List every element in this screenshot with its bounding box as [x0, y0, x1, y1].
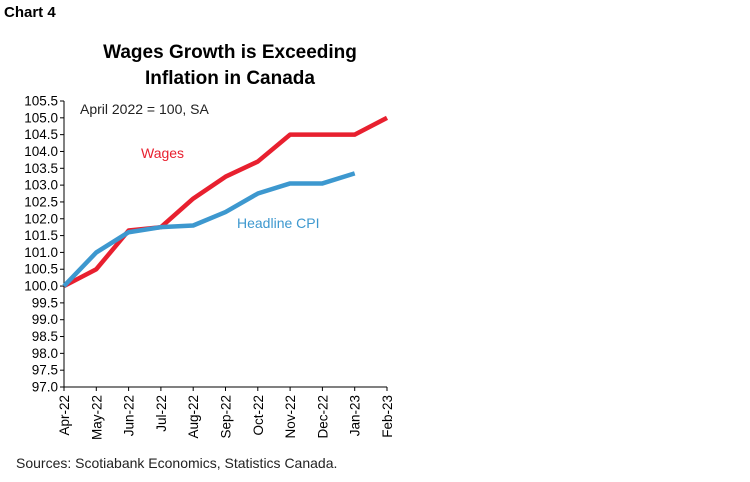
- cpi-series-line: [62, 171, 356, 288]
- x-axis: Apr-22 May-22 Jun-22 Jul-22 Aug-22 Sep-22 Oct-…: [57, 386, 395, 440]
- y-tick-label: 97.0: [32, 380, 58, 395]
- x-tick-label: Dec-22: [315, 395, 330, 439]
- y-tick-label: 98.5: [32, 329, 58, 344]
- y-tick-label: 104.5: [24, 127, 58, 142]
- y-tick-label: 100.5: [24, 262, 58, 277]
- y-tick-label: 100.0: [24, 279, 58, 294]
- x-tick-label: Nov-22: [283, 395, 298, 439]
- x-tick-label: Jan-23: [348, 395, 363, 436]
- series-layer: [62, 115, 389, 289]
- wages-series-line: [62, 115, 389, 289]
- y-tick-label: 104.0: [24, 144, 58, 159]
- y-tick-label: 98.0: [32, 346, 58, 361]
- wages-series-label: Wages: [141, 145, 184, 161]
- x-tick-label: Jun-22: [122, 395, 137, 436]
- chart-title-line-2: Inflation in Canada: [145, 68, 315, 89]
- x-tick-label: Oct-22: [251, 395, 266, 436]
- y-tick-label: 102.0: [24, 211, 58, 226]
- y-tick-label: 102.5: [24, 194, 58, 209]
- x-tick-label: Aug-22: [186, 395, 201, 439]
- x-tick-label: May-22: [89, 395, 104, 440]
- chart-title-line-1: Wages Growth is Exceeding: [103, 42, 357, 63]
- y-tick-label: 103.0: [24, 178, 58, 193]
- base-period-note: April 2022 = 100, SA: [80, 101, 209, 117]
- cpi-series-label: Headline CPI: [237, 215, 320, 231]
- y-tick-label: 103.5: [24, 161, 58, 176]
- y-tick-label: 105.5: [24, 94, 58, 109]
- y-tick-label: 101.0: [24, 245, 58, 260]
- source-note: Sources: Scotiabank Economics, Statistic…: [16, 455, 338, 471]
- y-tick-label: 99.0: [32, 312, 58, 327]
- y-tick-label: 101.5: [24, 228, 58, 243]
- y-tick-label: 105.0: [24, 110, 58, 125]
- x-tick-label: Jul-22: [154, 395, 169, 432]
- annotation-layer: April 2022 = 100, SA Wages Headline CPI: [80, 101, 320, 231]
- y-tick-label: 97.5: [32, 363, 58, 378]
- y-tick-label: 99.5: [32, 295, 58, 310]
- x-tick-label: Feb-23: [380, 395, 395, 438]
- chart-number-label: Chart 4: [4, 4, 56, 21]
- x-tick-label: Sep-22: [219, 395, 234, 439]
- x-tick-label: Apr-22: [57, 395, 72, 436]
